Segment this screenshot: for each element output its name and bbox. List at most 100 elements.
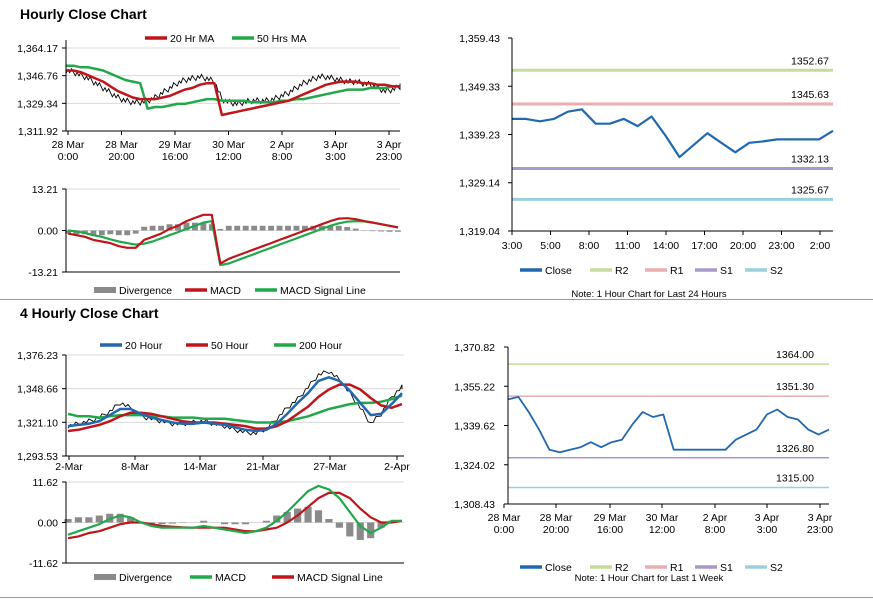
hourly-macd-divergence-bar (293, 225, 300, 231)
hourly-price-x-tick-label: 3 Apr (377, 139, 402, 151)
week-legend-s2-label: S2 (770, 562, 783, 574)
four-hourly-x-tick-label: 2-Mar (55, 461, 83, 473)
hourly-legend-s2-label: S2 (770, 265, 783, 277)
hourly-price-x-tick-label: 3 Apr (323, 139, 348, 151)
legend-4h-macd-label: MACD (215, 572, 246, 584)
week-level-s2-label: 1315.00 (776, 472, 814, 484)
four-hourly-macd-y-tick-label: 11.62 (33, 477, 59, 489)
four-hourly-divergence-bar (325, 519, 333, 523)
hourly-macd-divergence-bar (285, 225, 291, 231)
week-x-tick-label: 16:00 (597, 524, 623, 536)
hourly-levels-x-tick-label: 14:00 (653, 240, 679, 252)
hourly-macd-divergence-bar (107, 230, 114, 235)
four-hourly-x-tick-label: 27-Mar (313, 461, 347, 473)
hourly-levels-y-tick-label: 1,359.43 (459, 33, 500, 45)
hourly-levels-x-tick-label: 5:00 (540, 240, 561, 252)
hourly-price-ma50-line (66, 64, 400, 110)
four-hourly-price-y-tick-label: 1,376.23 (17, 350, 58, 362)
week-x-tick-label: 20:00 (543, 524, 569, 536)
legend-macd-label: MACD (210, 285, 241, 297)
week-level-s1-label: 1326.80 (776, 443, 814, 455)
hourly-macd-divergence-bar (276, 225, 283, 231)
four-hourly-divergence-bar (231, 522, 239, 525)
four-hourly-price-y-tick-label: 1,348.66 (17, 384, 58, 396)
hourly-macd-divergence-bar (335, 225, 342, 231)
four-hourly-price-y-tick-label: 1,321.10 (17, 417, 58, 429)
four-hourly-macd-y-tick-label: -11.62 (29, 558, 58, 570)
legend-4h-divergence-swatch (94, 574, 116, 580)
hourly-level-s2-label: 1325.67 (791, 184, 829, 196)
hourly-price-x-tick-label: 28 Mar (105, 139, 138, 151)
hourly-price-x-tick-label: 29 Mar (159, 139, 192, 151)
week-x-tick-label: 2 Apr (703, 512, 728, 524)
hourly-price-x-tick-label: 23:00 (376, 151, 402, 163)
hourly-price-x-tick-label: 3:00 (325, 151, 346, 163)
four-hourly-divergence-bar (304, 506, 312, 523)
week-x-tick-label: 23:00 (807, 524, 833, 536)
hourly-macd-divergence-bar (132, 230, 139, 234)
hourly-macd-divergence-bar (158, 225, 164, 231)
week-levels-y-tick-label: 1,324.02 (454, 460, 495, 472)
legend-50-hour-label: 50 Hour (211, 340, 249, 352)
four-hourly-x-tick-label: 14-Mar (183, 461, 217, 473)
hourly-macd-divergence-bar (124, 230, 131, 236)
hourly-macd-signal-line (67, 220, 399, 267)
four-hourly-divergence-bar (200, 520, 208, 523)
hourly-levels-x-tick-label: 3:00 (502, 240, 523, 252)
hourly-macd-divergence-bar (378, 230, 384, 232)
hourly-macd-divergence-bar (242, 225, 249, 231)
four-hourly-divergence-bar (85, 517, 93, 523)
hourly-macd-divergence-bar (386, 230, 393, 232)
hourly-macd-divergence-bar (251, 225, 258, 231)
hourly-macd-divergence-bar (65, 230, 71, 234)
hourly-legend-r2-label: R2 (615, 265, 629, 277)
four-hourly-x-tick-label: 21-Mar (246, 461, 280, 473)
week-x-tick-label: 0:00 (494, 524, 515, 536)
four-hourly-divergence-bar (127, 517, 135, 523)
hourly-levels-x-tick-label: 23:00 (768, 240, 794, 252)
week-x-tick-label: 3 Apr (808, 512, 833, 524)
hourly-macd-line (67, 213, 399, 265)
four-hourly-macd-line (67, 484, 402, 536)
week-note: Note: 1 Hour Chart for Last 1 Week (575, 573, 724, 584)
hourly-macd-divergence-bar (208, 224, 215, 231)
hourly-legend-r1-label: R1 (670, 265, 684, 277)
hourly-levels-y-tick-label: 1,349.33 (459, 81, 500, 93)
week-x-tick-label: 8:00 (705, 524, 726, 536)
week-x-tick-label: 12:00 (649, 524, 675, 536)
week-x-tick-label: 28 Mar (488, 512, 521, 524)
four-hourly-divergence-bar (346, 522, 354, 537)
hourly-price-x-tick-label: 12:00 (215, 151, 241, 163)
four-hourly-divergence-bar (283, 512, 291, 523)
legend-4h-divergence-label: Divergence (119, 572, 172, 584)
four-hourly-divergence-bar (64, 519, 72, 523)
four-hourly-divergence-bar (356, 522, 364, 540)
week-levels-y-tick-label: 1,355.22 (454, 381, 495, 393)
hourly-levels-x-tick-label: 17:00 (691, 240, 717, 252)
hourly-levels-y-tick-label: 1,319.04 (459, 226, 500, 238)
four-hourly-divergence-bar (168, 522, 176, 524)
legend-divergence-label: Divergence (119, 285, 172, 297)
hourly-levels-x-tick-label: 8:00 (579, 240, 600, 252)
four-hourly-divergence-bar (377, 522, 385, 528)
hourly-macd-divergence-bar (327, 225, 334, 231)
four-hourly-macd-signal-line (67, 491, 403, 540)
hourly-macd-divergence-bar (302, 225, 308, 231)
legend-50hrs-ma-label: 50 Hrs MA (257, 33, 307, 45)
hourly-macd-divergence-bar (259, 225, 266, 231)
hourly-macd-divergence-bar (225, 225, 232, 231)
week-level-r2-label: 1364.00 (776, 349, 814, 361)
hourly-macd-divergence-bar (141, 226, 148, 231)
hourly-macd-divergence-bar (352, 228, 359, 231)
hourly-price-y-tick-label: 1,364.17 (17, 43, 58, 55)
hourly-level-r1-label: 1345.63 (791, 89, 829, 101)
four-hourly-divergence-bar (273, 515, 281, 523)
hourly-macd-divergence-bar (344, 227, 351, 231)
hourly-macd-y-tick-label: 13.21 (32, 184, 58, 196)
hourly-price-x-tick-label: 28 Mar (52, 139, 85, 151)
week-level-r1-label: 1351.30 (776, 381, 814, 393)
four-hourly-divergence-bar (116, 513, 124, 523)
week-levels-y-tick-label: 1,308.43 (454, 499, 495, 511)
hourly-levels-x-tick-label: 11:00 (615, 240, 641, 252)
